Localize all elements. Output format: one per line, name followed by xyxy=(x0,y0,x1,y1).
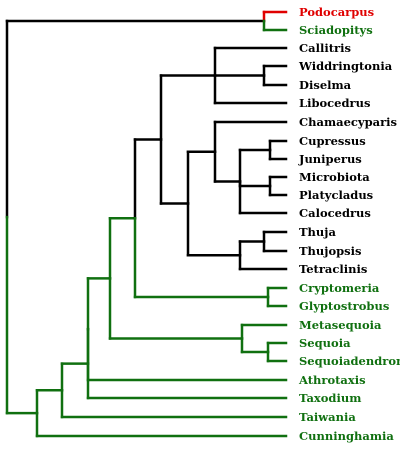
taxon-labels: Podocarpus Sciadopitys Callitris Widdringto… xyxy=(298,5,400,443)
taxon-label-chamaecyparis: Chamaecyparis xyxy=(299,115,397,129)
taxon-label-microbiota: Microbiota xyxy=(299,170,370,184)
taxon-label-sequoiadendron: Sequoiadendron xyxy=(299,354,400,368)
taxon-label-juniperus: Juniperus xyxy=(298,152,362,166)
taxon-label-thuja: Thuja xyxy=(299,225,336,239)
taxon-label-thujopsis: Thujopsis xyxy=(299,244,361,258)
taxon-label-diselma: Diselma xyxy=(299,78,352,92)
taxon-label-platycladus: Platycladus xyxy=(299,188,373,202)
taxon-label-libocedrus: Libocedrus xyxy=(299,96,370,110)
taxon-label-glyptostrobus: Glyptostrobus xyxy=(299,299,389,313)
taxon-label-widdringtonia: Widdringtonia xyxy=(298,59,393,73)
taxon-label-podocarpus: Podocarpus xyxy=(299,5,374,19)
taxon-label-taxodium: Taxodium xyxy=(299,391,361,405)
taxon-label-cryptomeria: Cryptomeria xyxy=(299,281,380,295)
taxon-label-cunninghamia: Cunninghamia xyxy=(299,429,394,443)
taxon-label-cupressus: Cupressus xyxy=(299,134,366,148)
taxon-label-metasequoia: Metasequoia xyxy=(299,318,382,332)
taxon-label-tetraclinis: Tetraclinis xyxy=(299,262,367,276)
tree-branches xyxy=(5,10,288,438)
taxon-label-sequoia: Sequoia xyxy=(299,336,351,350)
taxon-label-callitris: Callitris xyxy=(299,41,351,55)
taxon-label-sciadopitys: Sciadopitys xyxy=(299,23,373,37)
taxon-label-athrotaxis: Athrotaxis xyxy=(298,373,366,387)
taxon-label-calocedrus: Calocedrus xyxy=(299,206,371,220)
taxon-label-taiwania: Taiwania xyxy=(299,410,356,424)
